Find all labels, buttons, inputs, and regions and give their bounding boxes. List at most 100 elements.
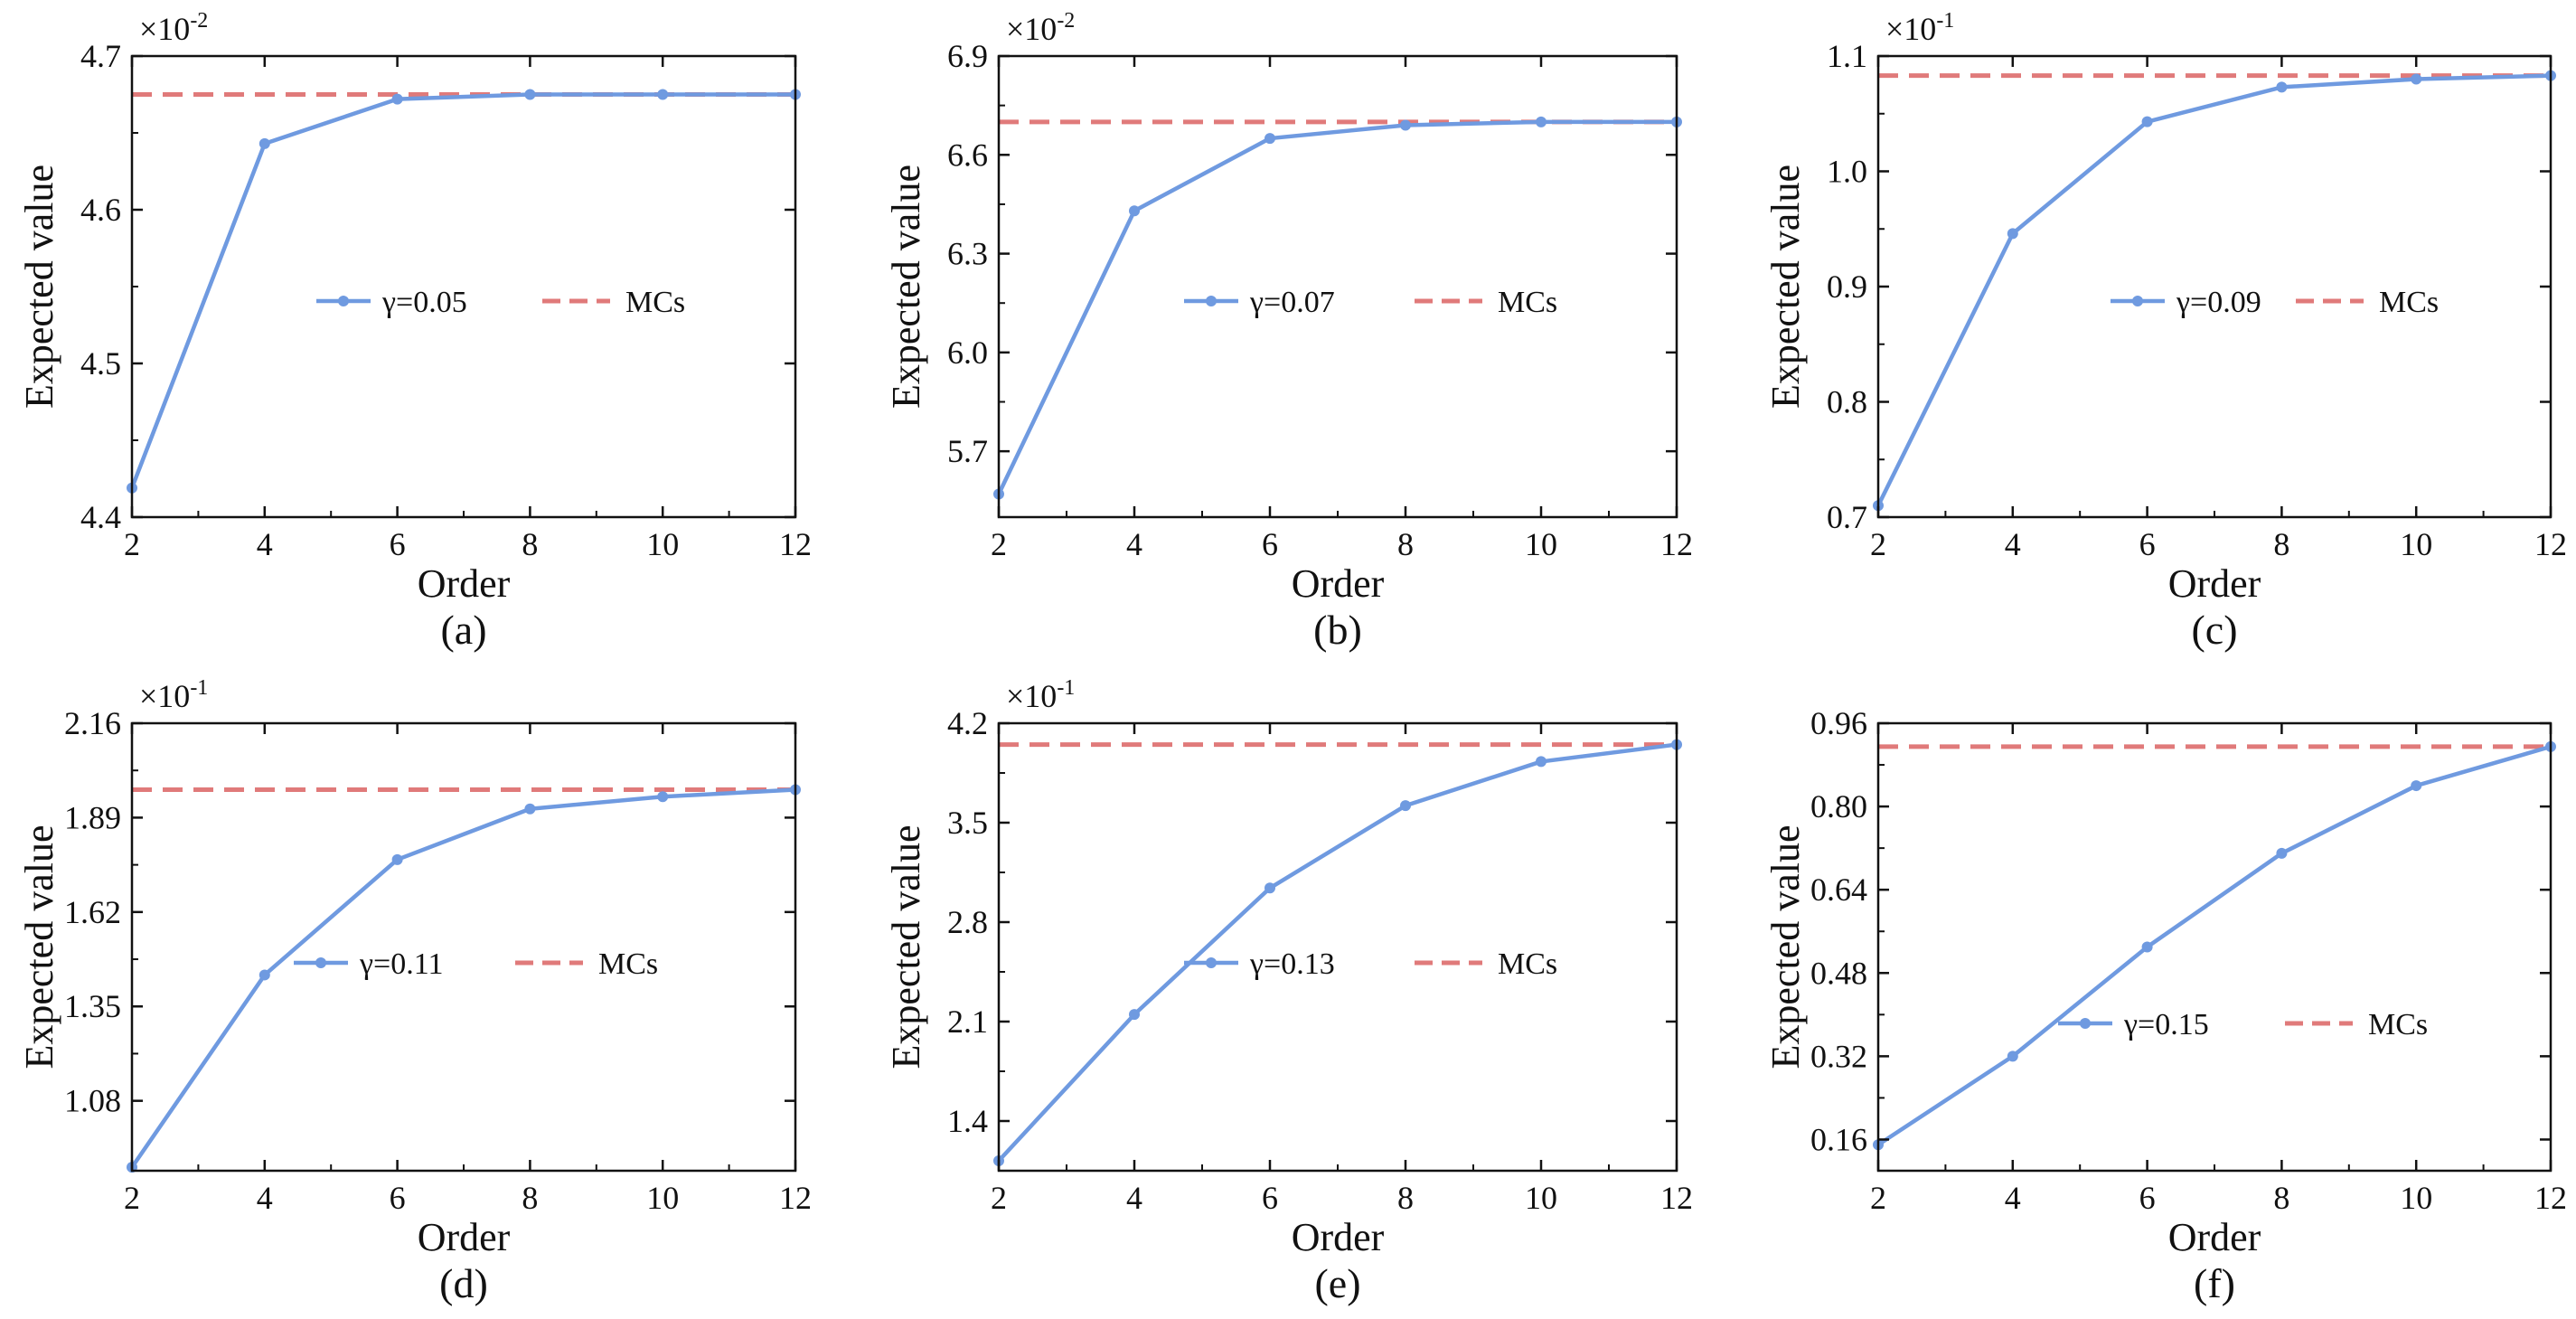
data-point — [524, 89, 536, 100]
y-tick-label: 2.8 — [947, 904, 988, 940]
data-point — [259, 969, 270, 981]
scale-factor-label: ×10-2 — [1006, 9, 1075, 47]
chart-panel-e: 2 4 6 8 10 12 1.4 2.1 2.8 3.5 4.2 ×10-1 Order Expecte… — [884, 676, 1693, 1306]
data-point — [1129, 1009, 1140, 1021]
data-point — [524, 803, 536, 815]
legend-mcs-label: MCs — [2368, 1008, 2428, 1041]
x-tick-label: 12 — [779, 1180, 812, 1216]
x-tick-label: 4 — [257, 1180, 273, 1216]
y-tick-label: 1.0 — [1827, 154, 1867, 190]
panel-label: (a) — [440, 607, 486, 653]
panel-label: (e) — [1314, 1260, 1360, 1306]
x-tick-label: 6 — [2139, 526, 2156, 562]
y-tick-label: 1.89 — [64, 799, 121, 835]
data-point — [1400, 800, 1411, 812]
y-tick-label: 4.4 — [80, 499, 121, 535]
legend-mcs-label: MCs — [1498, 947, 1557, 981]
x-tick-label: 6 — [1262, 526, 1278, 562]
x-tick-label: 2 — [1870, 526, 1886, 562]
legend-series-label: γ=0.11 — [359, 947, 443, 981]
x-tick-label: 2 — [124, 1180, 140, 1216]
y-tick-label: 2.16 — [64, 705, 121, 741]
y-tick-label: 0.80 — [1810, 788, 1867, 824]
x-tick-label: 8 — [2273, 1180, 2289, 1216]
x-tick-label: 6 — [2139, 1180, 2156, 1216]
series-line — [130, 787, 796, 1169]
legend-series-label: γ=0.13 — [1249, 947, 1335, 981]
x-tick-label: 4 — [1126, 526, 1142, 562]
y-axis-label: Expected value — [884, 825, 928, 1069]
data-point — [2141, 941, 2153, 953]
axes-frame — [1876, 721, 2552, 1173]
legend-series-label: γ=0.05 — [381, 286, 467, 319]
x-tick-label: 8 — [2273, 526, 2289, 562]
x-axis-label: Order — [1292, 1215, 1385, 1259]
x-tick-label: 8 — [522, 1180, 538, 1216]
y-tick-label: 6.3 — [947, 236, 988, 272]
legend-mcs-label: MCs — [2379, 286, 2439, 319]
y-tick-label: 0.8 — [1827, 384, 1867, 420]
y-tick-label: 1.1 — [1827, 38, 1867, 74]
scale-factor-label: ×10-1 — [1885, 9, 1954, 47]
x-tick-label: 10 — [1525, 526, 1557, 562]
chart-panel-a: 2 4 6 8 10 12 4.4 4.5 4.6 4.7 ×10-2 Order Expected v… — [17, 9, 812, 653]
chart-panel-d: 2 4 6 8 10 12 1.08 1.35 1.62 1.89 2.16 ×10-1 Order Ex… — [17, 676, 812, 1306]
chart-panel-b: 2 4 6 8 10 12 5.7 6.0 6.3 6.6 6.9 ×10-2 Order Expecte… — [884, 9, 1693, 653]
data-point — [1400, 119, 1411, 131]
data-point — [2007, 1050, 2018, 1062]
legend-mcs-label: MCs — [598, 947, 658, 981]
axes-frame — [997, 721, 1678, 1173]
x-axis-label: Order — [2168, 1215, 2261, 1259]
y-axis-label: Expected value — [884, 165, 928, 409]
x-tick-label: 12 — [779, 526, 812, 562]
y-tick-label: 4.7 — [80, 38, 121, 74]
y-tick-label: 0.48 — [1810, 955, 1867, 991]
y-tick-label: 0.64 — [1810, 871, 1867, 908]
data-point — [1536, 116, 1547, 127]
x-tick-label: 2 — [991, 526, 1007, 562]
x-tick-label: 2 — [124, 526, 140, 562]
panel-label: (f) — [2194, 1260, 2235, 1306]
x-tick-label: 6 — [1262, 1180, 1278, 1216]
panel-label: (b) — [1313, 607, 1362, 653]
x-axis-label: Order — [2168, 561, 2261, 606]
data-point — [391, 93, 403, 105]
series-line — [997, 742, 1678, 1163]
y-tick-label: 5.7 — [947, 433, 988, 469]
data-point — [2276, 81, 2288, 93]
x-axis-label: Order — [1292, 561, 1385, 606]
y-tick-label: 0.16 — [1810, 1121, 1867, 1157]
x-tick-label: 6 — [390, 1180, 406, 1216]
y-tick-label: 0.7 — [1827, 499, 1867, 535]
x-tick-label: 10 — [2400, 1180, 2432, 1216]
y-axis-label: Expected value — [1763, 165, 1808, 409]
y-tick-label: 1.35 — [64, 988, 121, 1024]
data-point — [1129, 205, 1140, 217]
x-tick-label: 8 — [1397, 526, 1414, 562]
y-tick-label: 0.96 — [1810, 705, 1867, 741]
data-point — [391, 853, 403, 865]
panel-label: (d) — [439, 1260, 488, 1306]
x-axis-label: Order — [418, 561, 511, 606]
y-axis-label: Expected value — [1763, 825, 1808, 1069]
x-tick-label: 2 — [1870, 1180, 1886, 1216]
x-tick-label: 12 — [1660, 1180, 1693, 1216]
scale-factor-label: ×10-2 — [139, 9, 208, 47]
data-point — [1264, 882, 1275, 894]
x-tick-label: 10 — [646, 1180, 679, 1216]
y-tick-label: 4.2 — [947, 705, 988, 741]
y-tick-label: 0.9 — [1827, 269, 1867, 305]
x-tick-label: 12 — [2534, 526, 2567, 562]
legend-mcs-label: MCs — [1498, 286, 1557, 319]
y-tick-label: 2.1 — [947, 1003, 988, 1040]
data-point — [2411, 73, 2422, 85]
legend-series-label: γ=0.07 — [1249, 286, 1335, 319]
x-tick-label: 12 — [1660, 526, 1693, 562]
scale-factor-label: ×10-1 — [1006, 676, 1075, 714]
scale-factor-label: ×10-1 — [139, 676, 208, 714]
x-tick-label: 4 — [1126, 1180, 1142, 1216]
series-line — [996, 119, 1677, 495]
y-tick-label: 4.6 — [80, 192, 121, 228]
axes-frame — [997, 54, 1678, 519]
x-tick-label: 10 — [2400, 526, 2432, 562]
